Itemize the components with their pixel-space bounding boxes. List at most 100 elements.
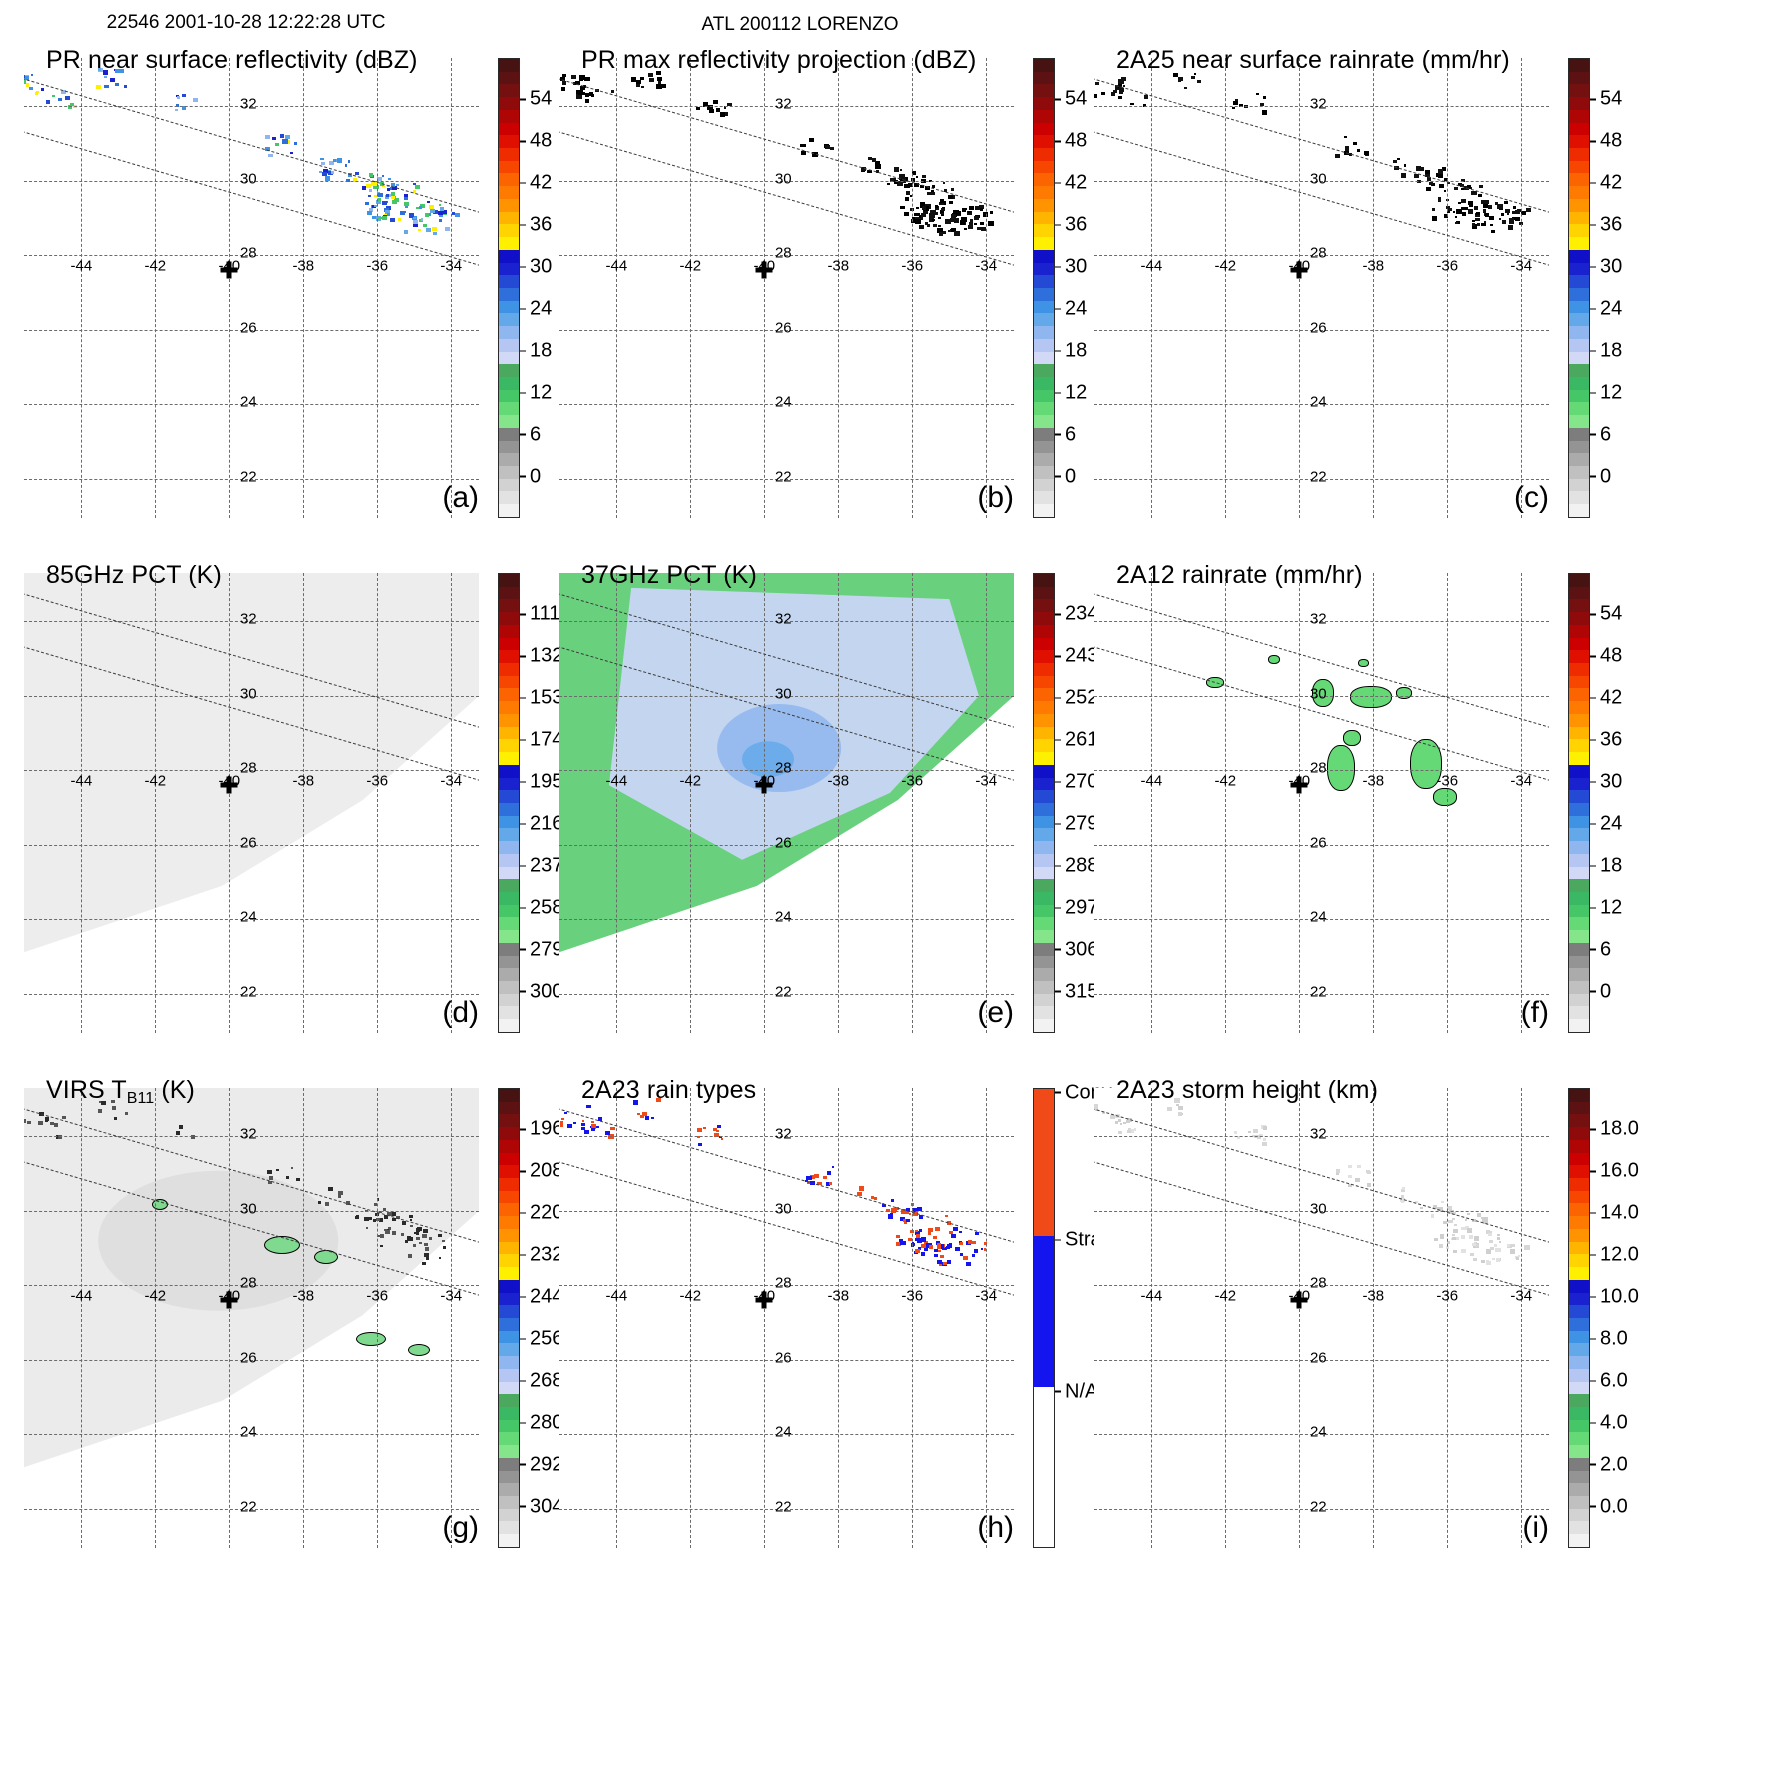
data-pixel	[386, 194, 390, 197]
map-axes-f: -44 -42 -40 -38 -36 -34 32 30 28 26 24 22	[1094, 573, 1549, 1033]
data-pixel	[948, 1243, 953, 1247]
data-pixel	[402, 1221, 407, 1225]
tick-dash	[1055, 392, 1061, 394]
data-pixel	[823, 1176, 828, 1180]
data-pixel	[330, 170, 335, 174]
data-pixel	[267, 1170, 273, 1175]
data-pixel	[1178, 1105, 1184, 1111]
data-pixel	[386, 188, 391, 192]
storm-center-marker	[755, 261, 773, 279]
categorical-colorbar	[1033, 1088, 1055, 1548]
tick-dash	[520, 140, 526, 143]
data-pixel	[560, 86, 566, 91]
data-pixel	[642, 1111, 648, 1116]
gridline-lat-24	[559, 1434, 1014, 1436]
colorbar-swatch	[1034, 453, 1054, 466]
data-pixel	[890, 1212, 894, 1216]
gridline-lon--36	[1447, 1088, 1449, 1548]
panel-title-tail: (K)	[154, 1076, 195, 1104]
storm-center-marker	[220, 1291, 238, 1309]
colorbar-swatch	[1569, 1279, 1589, 1293]
panel-d: 85GHz PCT (K) -44 -42 -40 -38 -36 -34 32 30 28 26 2…	[6, 533, 571, 1108]
cold-cloud-contour	[355, 1331, 386, 1346]
gridline-lat-32	[1094, 1136, 1549, 1138]
gridline-lon--38	[1373, 573, 1375, 1033]
data-pixel	[182, 94, 186, 97]
data-pixel	[1461, 1226, 1465, 1230]
gridline-lat-22	[1094, 1508, 1549, 1510]
colorbar-tick-label: 16.0	[1600, 1159, 1639, 1182]
colorbar-swatch	[1569, 841, 1589, 854]
lat-tick-label: 32	[1309, 95, 1327, 113]
colorbar-swatch	[1569, 84, 1589, 98]
colorbar-swatch	[1569, 440, 1589, 454]
data-pixel	[418, 206, 422, 209]
data-pixel	[289, 151, 293, 155]
data-pixel	[65, 96, 71, 101]
data-pixel	[567, 1124, 572, 1129]
data-pixel	[908, 1213, 912, 1216]
lon-tick-label: -34	[440, 772, 463, 790]
colorbar-swatch	[499, 1496, 519, 1509]
data-pixel	[1455, 1236, 1460, 1241]
data-pixel	[1397, 157, 1401, 161]
data-pixel	[1487, 205, 1493, 209]
lon-tick-label: -34	[975, 257, 998, 275]
data-pixel	[390, 195, 395, 199]
data-pixel	[403, 201, 408, 206]
data-pixel	[959, 1230, 963, 1234]
colorbar-swatch	[499, 802, 519, 816]
tick-dash	[1590, 948, 1596, 951]
data-pixel	[802, 144, 807, 148]
data-pixel	[322, 171, 328, 176]
data-pixel	[919, 224, 925, 229]
data-pixel	[980, 222, 984, 226]
colorbar-swatch	[499, 942, 519, 956]
gridline-lon--36	[1447, 573, 1449, 1033]
colorbar-swatch	[499, 777, 519, 791]
data-pixel	[955, 210, 959, 214]
tick-dash	[520, 475, 526, 478]
colorbar-tick-label: 6	[530, 423, 542, 446]
data-pixel	[1515, 209, 1521, 214]
data-pixel	[661, 83, 667, 88]
data-pixel	[420, 218, 424, 221]
colorbar-swatch	[499, 389, 519, 403]
data-pixel	[1524, 1245, 1530, 1250]
colorbar-swatch	[1569, 300, 1589, 314]
data-pixel	[413, 182, 417, 186]
data-pixel	[1489, 1230, 1493, 1234]
lon-tick-label: -38	[827, 1287, 850, 1305]
colorbar-tick-label: 36	[1600, 213, 1623, 236]
data-pixel	[1441, 167, 1446, 171]
data-pixel	[1453, 1250, 1458, 1254]
data-pixel	[610, 89, 615, 94]
colorbar-tick: 42	[1590, 172, 1622, 195]
data-pixel	[400, 211, 406, 216]
colorbar-swatch	[1569, 1445, 1589, 1458]
tick-dash	[1590, 308, 1596, 310]
lon-tick-label: -44	[1140, 257, 1163, 275]
map-axes-c: -44 -42 -40 -38 -36 -34 32 30 28 26 24 22	[1094, 58, 1549, 518]
colorbar-tick-label: 216	[530, 812, 564, 835]
data-pixel	[413, 222, 418, 227]
lat-tick-label: 22	[1309, 1498, 1327, 1516]
data-pixel	[712, 1127, 717, 1131]
tick-dash	[1055, 613, 1061, 616]
colorbar-tick: 256	[520, 1327, 563, 1350]
lat-tick-label: 28	[774, 244, 792, 262]
data-pixel	[336, 158, 340, 162]
lat-tick-label: 26	[239, 1349, 257, 1367]
colorbar-swatch	[499, 1279, 519, 1293]
data-pixel	[969, 205, 975, 211]
gridline-lat-26	[24, 844, 479, 846]
lon-tick-label: -34	[1510, 257, 1533, 275]
colorbar-swatch	[1034, 224, 1054, 238]
colorbar-swatch	[499, 701, 519, 714]
colorbar-swatch	[499, 917, 519, 931]
colorbar-tick-label: 111	[530, 602, 561, 625]
colorbar-swatch	[1034, 841, 1054, 854]
lon-tick-label: -44	[1140, 772, 1163, 790]
colorbar-tick: 0	[1590, 980, 1611, 1003]
gridline-lat-22	[559, 478, 1014, 480]
